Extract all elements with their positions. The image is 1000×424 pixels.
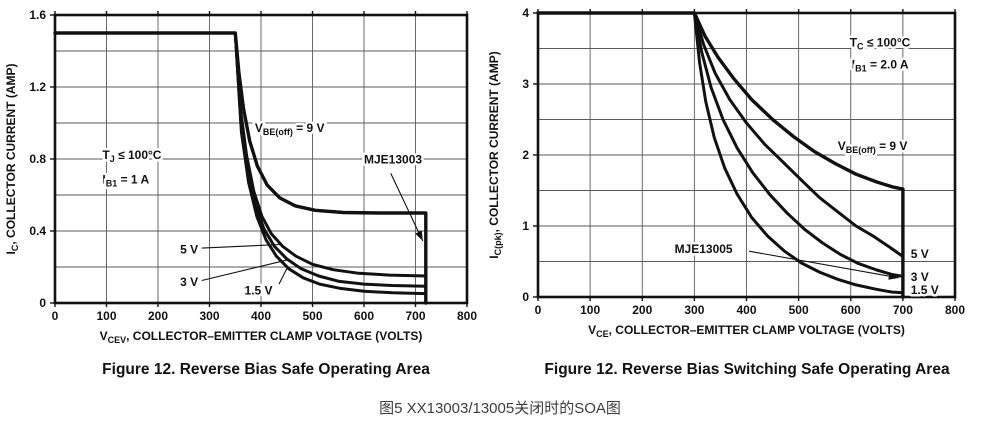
series-vbe-1p5v [233,31,428,296]
series-curves [53,31,428,305]
tick-labels: 0 100 200 300 400 500 600 700 800 0 0.4 0.8 1.2 1.6 [29,8,477,323]
y-tick-label: 0.8 [29,152,46,166]
y-tick-label: 1 [522,219,529,233]
y-tick-label: 4 [522,6,529,20]
annotation-lbl-3v: 3 V [911,270,929,284]
gridlines [538,13,955,297]
annotations: TC ≤ 100°C IB1 = 2.0 A VBE(off) = 9 V MJE13… [672,33,941,300]
right-chart-caption: Figure 12. Reverse Bias Switching Safe O… [544,361,950,378]
x-tick-label: 400 [736,303,756,317]
annotation-part-number: MJE13003 [364,153,422,167]
annotation-lbl-1p5v: 1.5 V [245,283,273,297]
x-tick-label: 300 [684,303,704,317]
annotation-cond-tj: TJ ≤ 100°C [102,148,161,164]
annotation-cond-tc: TC ≤ 100°C [850,35,911,51]
figure-caption: 图5 XX13003/13005关闭时的SOA图 [379,400,621,417]
x-tick-label: 600 [841,303,861,317]
series-vbe-3v [692,11,905,278]
series-vbe-9v [53,31,428,305]
x-tick-label: 800 [457,309,477,323]
x-tick-label: 800 [945,303,965,317]
y-tick-label: 3 [522,77,529,91]
y-axis-title: IC(pk), COLLECTOR CURRENT (AMP) [487,51,503,258]
tick-labels: 0 100 200 300 400 500 600 700 800 0 1 2 3 4 [522,6,965,317]
annotation-part-number: MJE13005 [675,242,733,256]
gridlines [55,15,467,303]
x-tick-label: 200 [148,309,168,323]
x-tick-label: 200 [632,303,652,317]
pointer-arrow [749,250,899,280]
y-tick-label: 1.6 [29,8,46,22]
annotations: TJ ≤ 100°C IB1 = 1 A VBE(off) = 9 V MJE1300… [100,119,425,300]
right-soa-chart: 0 100 200 300 400 500 600 700 800 0 1 2 3 4 VCE, COLLE… [487,6,965,339]
plot-frame [536,11,957,299]
left-chart-caption: Figure 12. Reverse Bias Safe Operating A… [102,361,430,378]
x-tick-label: 400 [251,309,271,323]
x-tick-label: 300 [199,309,219,323]
x-tick-label: 500 [302,309,322,323]
x-tick-label: 500 [789,303,809,317]
x-axis-title: VCE, COLLECTOR–EMITTER CLAMP VOLTAGE (VO… [588,323,905,339]
series-curves [536,11,905,299]
series-vbe-1p5v [692,11,905,295]
y-axis-title: IC, COLLECTOR CURRENT (AMP) [4,64,20,255]
y-tick-label: 0.4 [29,224,46,238]
annotation-vbe-off: VBE(off) = 9 V [838,139,908,155]
annotation-cond-ib1: IB1 = 2.0 A [852,57,909,73]
x-tick-label: 100 [580,303,600,317]
left-soa-chart: 0 100 200 300 400 500 600 700 800 0 0.4 0.8 1.2 1.6 VC… [4,8,477,345]
annotation-lbl-5v: 5 V [911,247,929,261]
annotation-lbl-3v: 3 V [180,275,198,289]
y-tick-label: 0 [39,296,46,310]
charts-canvas: 0 100 200 300 400 500 600 700 80000.40.81.21.6VC… [4,6,965,345]
plot-frame [53,13,469,305]
pointer-arrow [390,173,424,242]
leader-line [278,268,288,285]
annotation-lbl-5v: 5 V [180,243,198,257]
x-tick-label: 100 [96,309,116,323]
y-tick-label: 1.2 [29,80,46,94]
annotation-cond-ib1: IB1 = 1 A [102,172,149,188]
y-tick-label: 0 [522,290,529,304]
x-tick-label: 600 [354,309,374,323]
x-tick-label: 0 [52,309,59,323]
y-tick-label: 2 [522,148,529,162]
x-tick-label: 700 [405,309,425,323]
leader-line [201,259,288,282]
series-vbe-5v [692,11,905,258]
leader-line [201,243,281,249]
series-vbe-9v [536,11,905,299]
x-tick-label: 700 [893,303,913,317]
x-axis-title: VCEV, COLLECTOR–EMITTER CLAMP VOLTAGE (V… [100,329,423,345]
annotation-lbl-1p5v: 1.5 V [911,283,939,297]
x-tick-label: 0 [535,303,542,317]
annotation-vbe-off: VBE(off) = 9 V [255,121,325,137]
